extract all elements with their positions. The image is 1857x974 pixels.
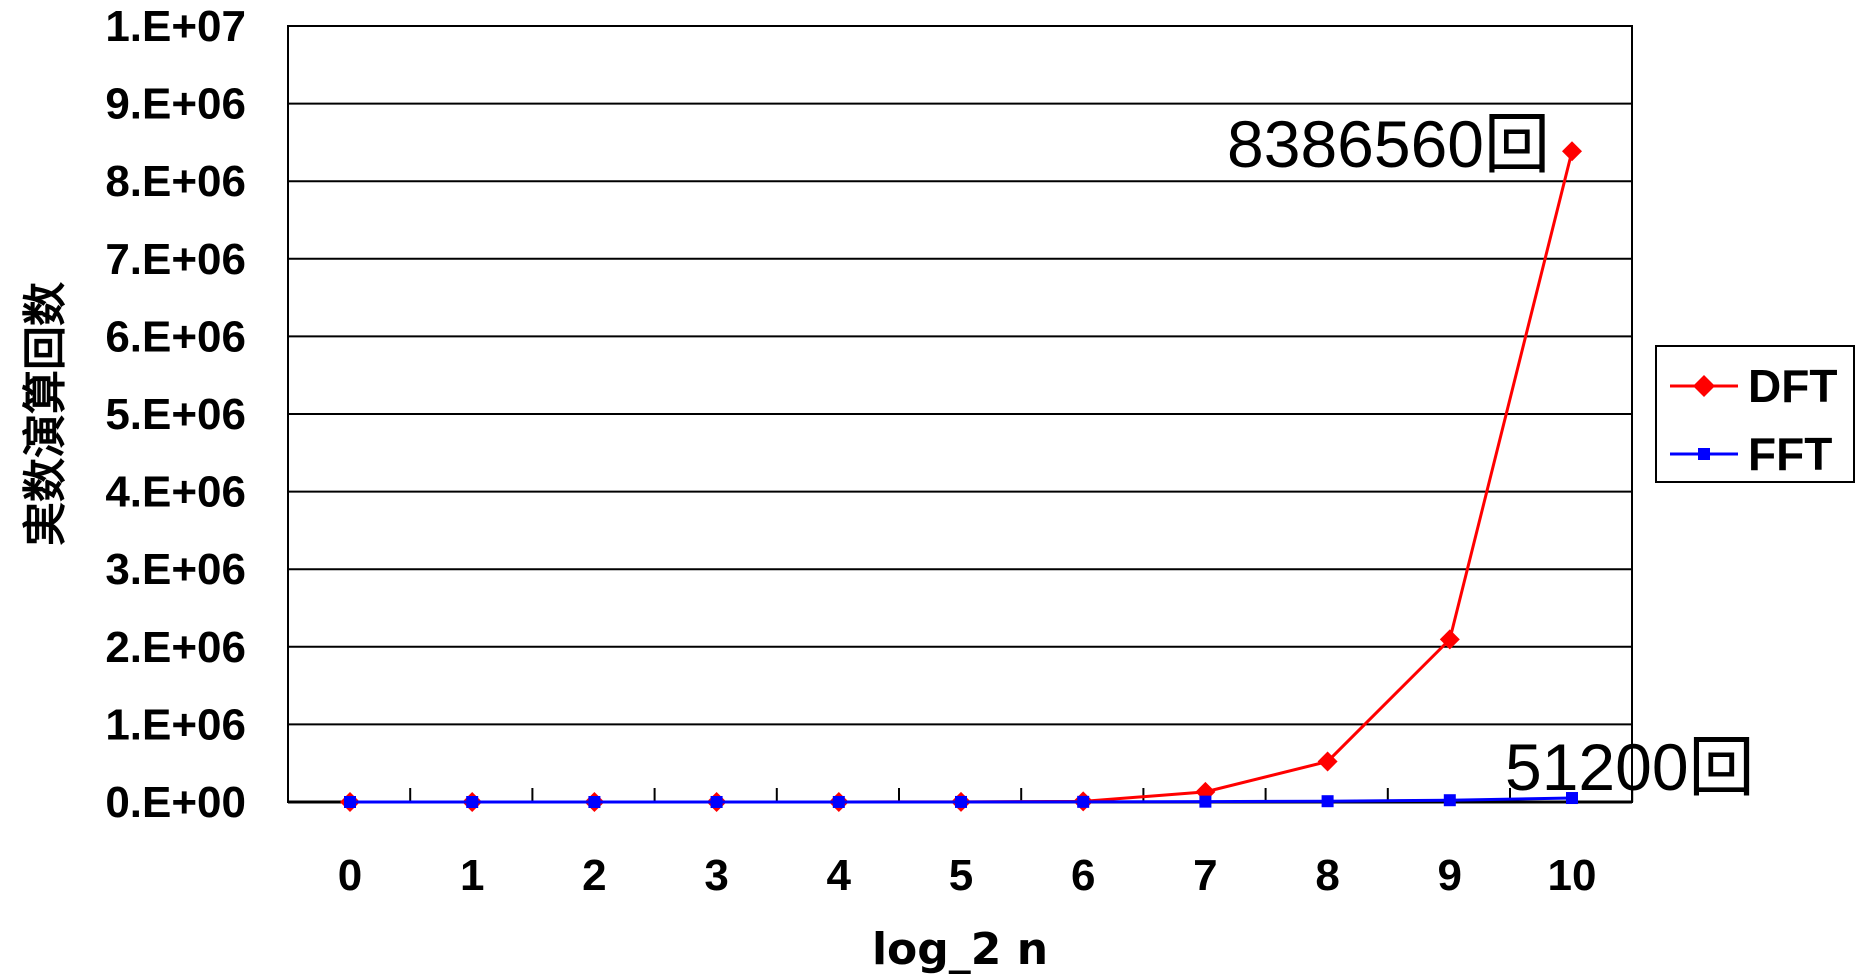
x-tick-label: 8 xyxy=(1315,851,1339,900)
y-tick-label: 7.E+06 xyxy=(105,235,246,284)
series-layer xyxy=(340,141,1582,812)
y-tick-label: 1.E+07 xyxy=(105,2,246,51)
legend-box xyxy=(1655,345,1855,483)
fft-point xyxy=(344,796,356,808)
legend-dft-marker xyxy=(1693,375,1715,397)
legend-fft-label: FFT xyxy=(1748,428,1832,480)
y-tick-label: 4.E+06 xyxy=(105,468,246,517)
fft-point xyxy=(1321,795,1334,808)
y-tick-label: 0.E+00 xyxy=(105,778,246,827)
fft-annotation: 51200回 xyxy=(1505,730,1755,804)
x-tick-label: 2 xyxy=(582,851,606,900)
x-tick-labels: 0 1 2 3 4 5 6 7 8 9 10 xyxy=(338,851,1597,900)
dft-point xyxy=(1317,751,1338,772)
fft-point xyxy=(710,795,723,808)
fft-point xyxy=(466,795,479,808)
legend-dft-label: DFT xyxy=(1748,360,1837,412)
dft-point xyxy=(1562,141,1582,162)
y-tick-label: 9.E+06 xyxy=(105,80,246,129)
gridlines xyxy=(288,102,1632,726)
x-tick-label: 6 xyxy=(1071,851,1095,900)
dft-point xyxy=(1439,629,1460,650)
fft-point xyxy=(832,795,845,808)
y-tick-label: 2.E+06 xyxy=(105,623,246,672)
fft-point xyxy=(1443,794,1456,807)
y-tick-label: 1.E+06 xyxy=(105,700,246,749)
y-tick-labels: 0.E+00 1.E+06 2.E+06 3.E+06 4.E+06 5.E+06 6.E+… xyxy=(105,2,246,827)
x-tick-label: 4 xyxy=(827,851,852,900)
fft-point xyxy=(1077,795,1090,808)
x-axis-title: log_2 n xyxy=(872,924,1048,974)
y-tick-label: 5.E+06 xyxy=(105,390,246,439)
y-tick-label: 8.E+06 xyxy=(105,157,246,206)
x-tick-label: 1 xyxy=(460,851,484,900)
fft-point xyxy=(588,795,601,808)
dft-annotation: 8386560回 xyxy=(1227,107,1550,181)
y-axis-title: 実数演算回数 xyxy=(20,282,71,546)
annotations: 8386560回 51200回 xyxy=(1227,107,1754,804)
x-tick-label: 7 xyxy=(1193,851,1217,900)
x-tick-label: 0 xyxy=(338,851,362,900)
x-tick-label: 10 xyxy=(1548,851,1597,900)
fft-point xyxy=(1566,792,1578,805)
legend: DFT FFT xyxy=(1655,345,1855,483)
legend-fft-marker xyxy=(1698,448,1710,460)
y-tick-label: 6.E+06 xyxy=(105,312,246,361)
x-tick-label: 9 xyxy=(1438,851,1462,900)
x-tick-label: 3 xyxy=(704,851,728,900)
x-tick-label: 5 xyxy=(949,851,973,900)
y-tick-label: 3.E+06 xyxy=(105,545,246,594)
fft-point xyxy=(955,795,967,808)
fft-point xyxy=(1199,795,1212,808)
